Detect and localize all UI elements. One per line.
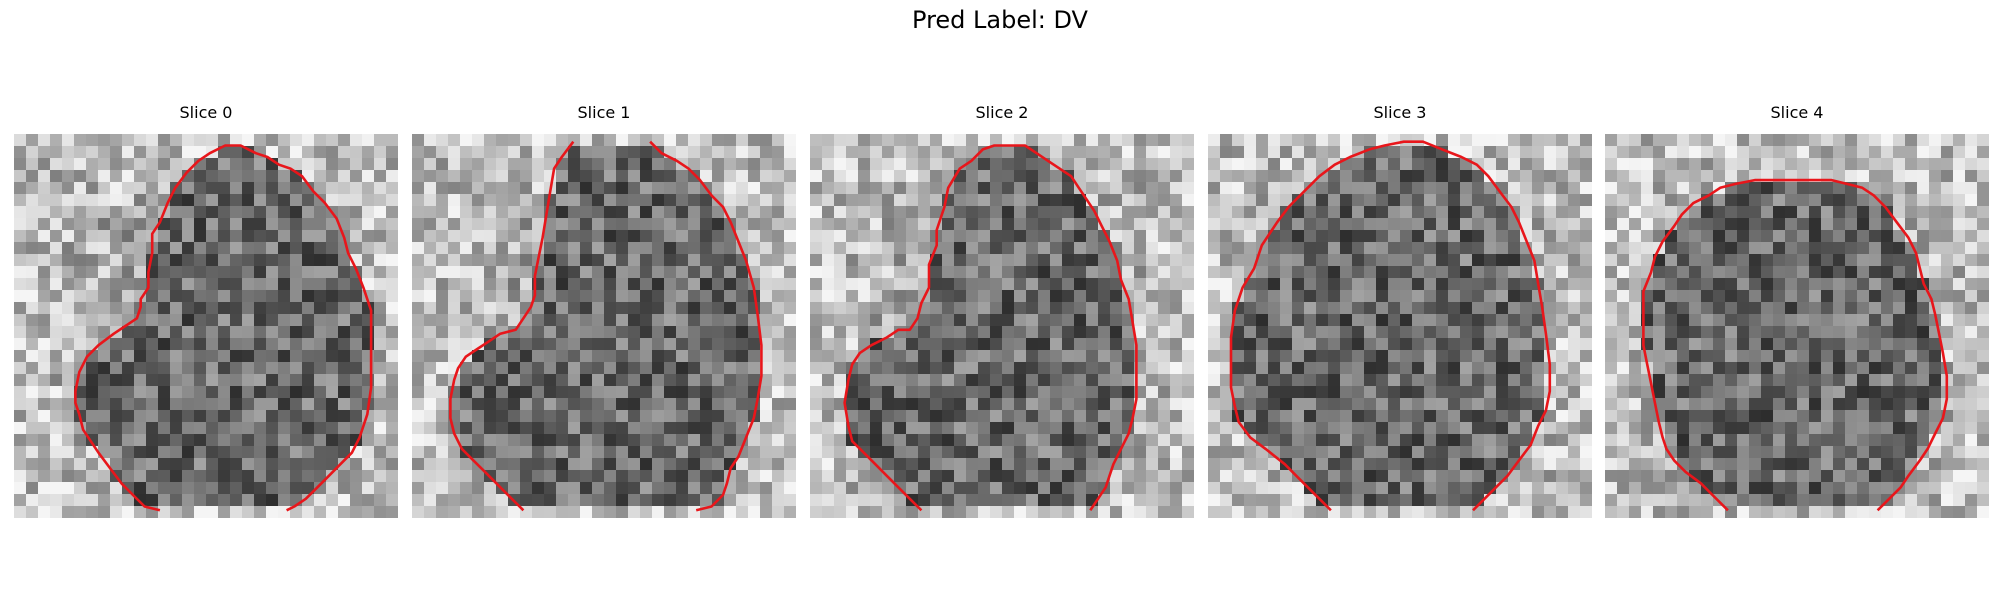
slice-title: Slice 2 — [975, 103, 1029, 122]
slice-image — [1605, 134, 1989, 518]
slice-title: Slice 4 — [1770, 103, 1824, 122]
slice-image — [412, 134, 796, 518]
slice-panel-0: Slice 0 — [14, 103, 398, 523]
pixel-grid — [1208, 134, 1592, 518]
slice-title: Slice 1 — [577, 103, 631, 122]
segmentation-contour — [843, 144, 1138, 512]
slice-title: Slice 3 — [1373, 103, 1427, 122]
pixel-grid — [14, 134, 398, 518]
slice-title: Slice 0 — [179, 103, 233, 122]
pixel-grid — [1605, 134, 1989, 518]
pixel-grid — [810, 134, 1194, 518]
slice-image — [14, 134, 398, 518]
segmentation-contour — [449, 140, 763, 512]
slice-panel-2: Slice 2 — [810, 103, 1194, 523]
slice-image — [810, 134, 1194, 518]
slice-panel-3: Slice 3 — [1208, 103, 1592, 523]
slice-panel-1: Slice 1 — [412, 103, 796, 523]
slice-panel-4: Slice 4 — [1605, 103, 1989, 523]
slice-image — [1208, 134, 1592, 518]
figure-title: Pred Label: DV — [912, 6, 1088, 34]
segmentation-contour — [1229, 140, 1552, 512]
segmentation-contour — [1642, 178, 1949, 512]
segmentation-contour — [74, 144, 373, 512]
pixel-grid — [412, 134, 796, 518]
